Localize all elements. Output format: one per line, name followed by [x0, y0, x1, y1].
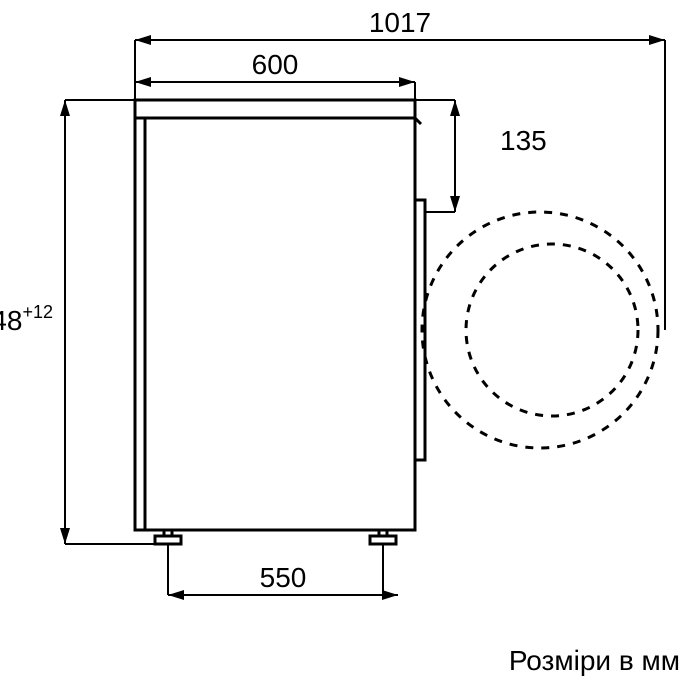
- units-caption: Розміри в мм: [509, 645, 680, 676]
- dim-label: 135: [500, 125, 547, 156]
- drawing-svg: 1017 600 550 848+12 135 Розміри в мм: [0, 0, 700, 700]
- technical-drawing: { "type": "engineering-dimension-drawing…: [0, 0, 700, 700]
- dim-label: 600: [252, 49, 299, 80]
- dim-label: 1017: [369, 7, 431, 38]
- dim-label: 550: [260, 562, 307, 593]
- dim-label: 848+12: [0, 302, 53, 336]
